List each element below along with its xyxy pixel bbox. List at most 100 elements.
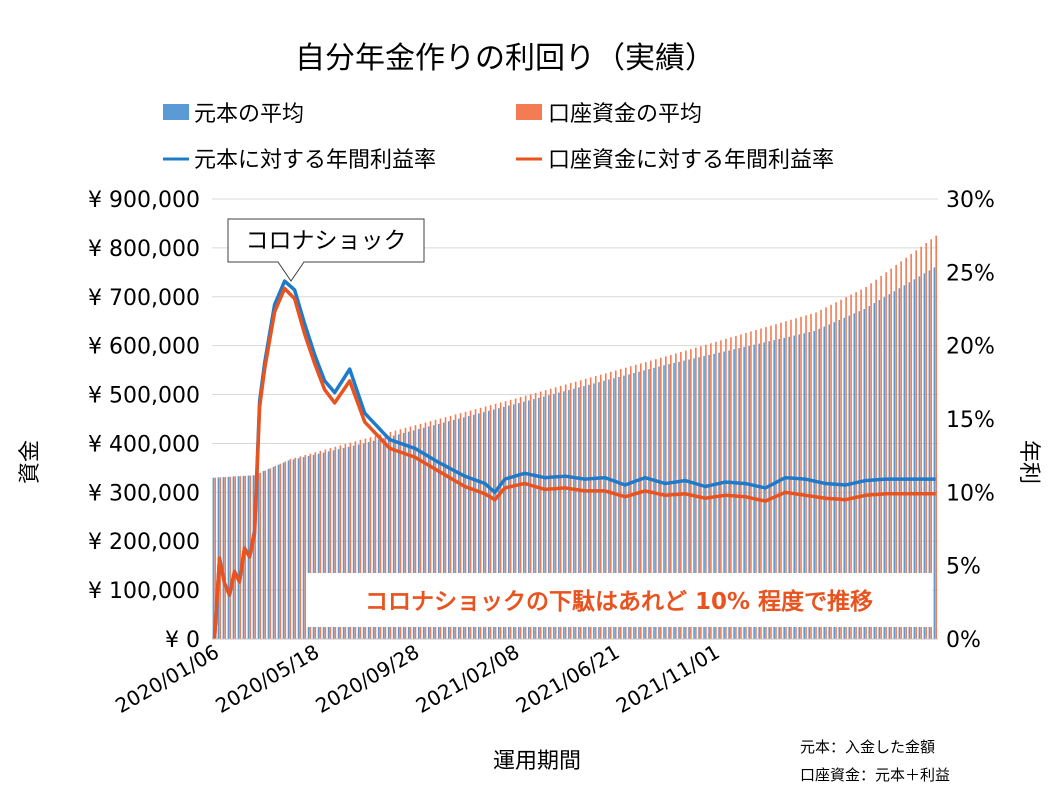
account-bar: [815, 312, 817, 639]
principal-bar: [573, 388, 575, 639]
principal-bar: [883, 297, 886, 639]
account-bar: [890, 268, 892, 639]
account-bar: [624, 367, 627, 639]
legend-label-account-line: 口座資金に対する年間利益率: [548, 148, 834, 173]
account-bar: [930, 239, 932, 640]
account-bar: [579, 380, 582, 639]
account-bar: [504, 401, 507, 639]
account-bar: [519, 397, 522, 639]
account-bar: [564, 384, 567, 639]
account-bar: [634, 364, 637, 639]
account-bar: [855, 292, 857, 639]
left-tick-label: ¥ 100,000: [88, 579, 200, 604]
principal-bar: [262, 471, 265, 639]
principal-bar: [833, 322, 836, 639]
account-bar: [574, 381, 577, 639]
account-bar: [319, 450, 322, 639]
account-bar: [599, 374, 602, 639]
principal-bar: [888, 294, 891, 639]
account-bar: [454, 414, 457, 639]
account-bar: [920, 246, 922, 639]
principal-bar: [563, 391, 565, 639]
principal-bar: [452, 419, 455, 639]
account-bar: [274, 466, 277, 639]
principal-bar: [933, 267, 936, 639]
principal-bar: [753, 344, 755, 639]
principal-bar: [412, 430, 415, 639]
account-bar: [349, 442, 352, 639]
account-bar: [589, 377, 592, 639]
principal-bar: [903, 285, 906, 639]
account-bar: [835, 302, 837, 639]
principal-bar: [297, 458, 300, 639]
highlight-annotation-background: [306, 573, 932, 627]
account-bar: [665, 356, 667, 639]
account-bar: [514, 398, 517, 639]
principal-bar: [598, 382, 600, 639]
principal-bar: [487, 410, 490, 639]
account-bar: [695, 347, 697, 639]
account-bar: [549, 388, 552, 639]
principal-bar: [442, 422, 445, 639]
account-bar: [254, 475, 257, 639]
account-bar: [925, 243, 927, 639]
principal-bar: [683, 360, 685, 639]
principal-bar: [588, 384, 590, 639]
account-bar: [259, 472, 262, 639]
principal-bar: [508, 405, 510, 639]
highlight-annotation-text: コロナショックの下駄はあれど 10% 程度で推移: [365, 588, 873, 615]
account-bar: [614, 370, 617, 639]
account-bar: [459, 413, 462, 639]
principal-bar: [813, 331, 816, 639]
account-bar: [344, 444, 347, 639]
principal-bar: [352, 445, 355, 639]
account-bar: [760, 328, 762, 639]
principal-bar: [272, 466, 275, 639]
account-bar: [715, 341, 717, 639]
principal-bar: [257, 473, 260, 639]
account-bar: [655, 359, 657, 639]
account-bar: [609, 371, 612, 639]
principal-bar: [372, 440, 375, 639]
account-bar: [529, 394, 532, 639]
right-axis-ticks: 0% 5% 10% 15% 20% 25% 30%: [946, 188, 995, 653]
account-bar: [404, 427, 407, 639]
legend-label-account-bar: 口座資金の平均: [548, 102, 702, 127]
account-bar: [765, 327, 767, 639]
account-bar: [414, 425, 417, 639]
account-bar: [559, 385, 562, 639]
footnote-principal: 元本：入金した金額: [800, 738, 935, 756]
x-tick-label: 2020/09/28: [311, 640, 423, 718]
principal-bar: [808, 332, 811, 639]
principal-bar: [553, 393, 555, 639]
principal-bar: [402, 433, 405, 639]
principal-bar: [803, 333, 806, 639]
account-bar: [740, 334, 742, 639]
account-bar: [329, 448, 332, 639]
principal-bar: [332, 450, 335, 639]
account-bar: [880, 276, 882, 639]
account-bar: [339, 445, 342, 639]
principal-bar: [618, 376, 620, 639]
principal-bar: [768, 341, 770, 639]
account-bar: [309, 453, 312, 639]
account-bar: [484, 406, 487, 639]
account-bar: [840, 299, 842, 639]
principal-rate-line: [212, 279, 936, 640]
x-tick-label: 2021/06/21: [512, 640, 624, 718]
x-tick-label: 2020/05/18: [211, 640, 323, 718]
account-bar: [409, 426, 412, 639]
account-bar: [820, 309, 822, 639]
principal-bar: [663, 365, 665, 639]
principal-bar: [648, 369, 650, 639]
account-bar: [464, 411, 467, 639]
account-bar: [394, 430, 397, 639]
principal-bar: [287, 460, 290, 639]
account-bar: [720, 340, 722, 639]
account-bar: [474, 409, 477, 639]
principal-bar: [743, 346, 745, 639]
principal-bar: [267, 468, 270, 639]
account-bar: [294, 457, 297, 639]
principal-bar: [523, 401, 525, 639]
